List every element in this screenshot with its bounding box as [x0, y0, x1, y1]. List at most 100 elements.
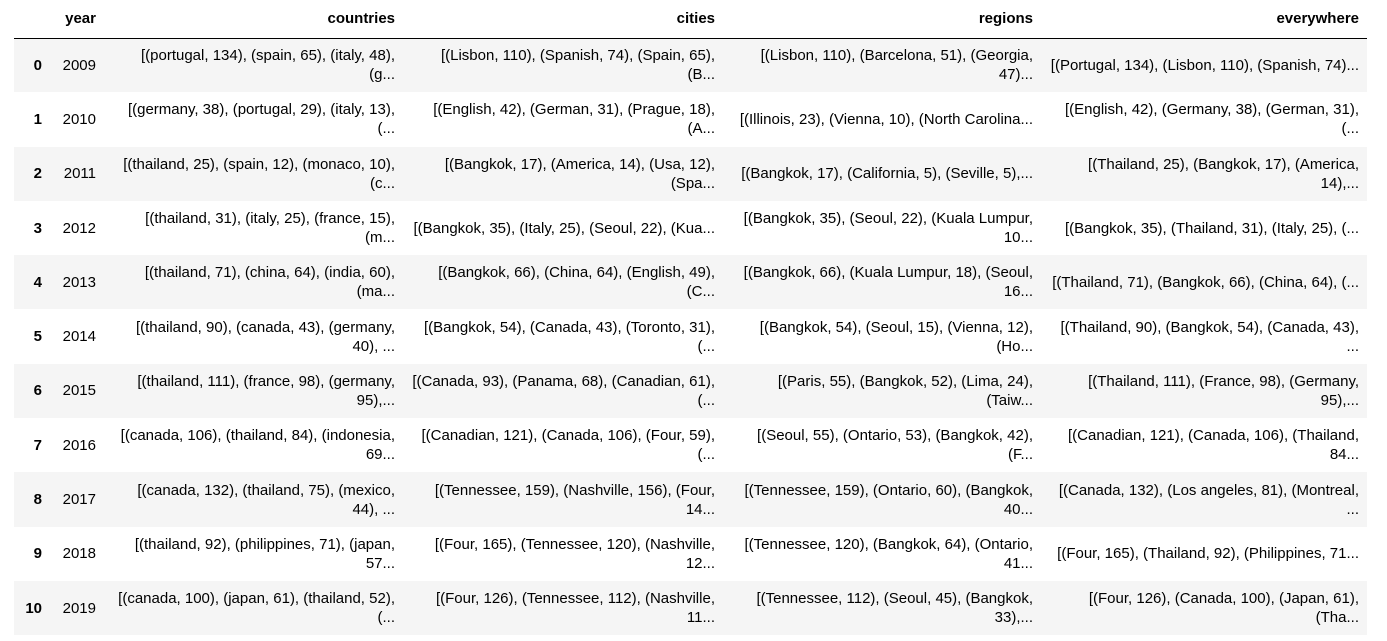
cell-regions-text: [(Illinois, 23), (Vienna, 10), (North Ca… — [739, 110, 1033, 128]
cell-year: 2009 — [62, 56, 96, 74]
dataframe-table: year countries cities regions everywhere… — [14, 0, 1367, 636]
header-year: year — [48, 0, 104, 39]
cell-cities-text: [(English, 42), (German, 31), (Prague, 1… — [433, 101, 715, 138]
row-index: 3 — [33, 219, 42, 237]
cell-cities: [(Lisbon, 110), (Spanish, 74), (Spain, 6… — [403, 38, 723, 92]
cell-everywhere-text: [(Thailand, 25), (Bangkok, 17), (America… — [1088, 155, 1359, 192]
cell-cities: [(Four, 165), (Tennessee, 120), (Nashvil… — [403, 527, 723, 581]
cell-countries-text: [(thailand, 111), (france, 98), (germany… — [137, 372, 395, 409]
table-row: 5 2014 [(thailand, 90), (canada, 43), (ger… — [14, 309, 1367, 364]
cell-countries-text: [(thailand, 31), (italy, 25), (france, 1… — [145, 210, 395, 247]
cell-regions: [(Bangkok, 54), (Seoul, 15), (Vienna, 12… — [723, 309, 1041, 363]
cell-everywhere: [(Canada, 132), (Los angeles, 81), (Mont… — [1041, 472, 1367, 526]
table-row: 1 2010 [(germany, 38), (portugal, 29), (it… — [14, 92, 1367, 147]
cell-year: 2017 — [62, 491, 96, 509]
row-index: 6 — [33, 382, 42, 400]
cell-cities-text: [(Bangkok, 54), (Canada, 43), (Toronto, … — [424, 318, 715, 355]
cell-cities-text: [(Canadian, 121), (Canada, 106), (Four, … — [421, 427, 716, 464]
row-index: 7 — [33, 436, 42, 454]
cell-everywhere: [(English, 42), (Germany, 38), (German, … — [1041, 92, 1367, 146]
cell-regions: [(Illinois, 23), (Vienna, 10), (North Ca… — [723, 92, 1041, 146]
cell-everywhere: [(Portugal, 134), (Lisbon, 110), (Spanis… — [1041, 38, 1367, 92]
cell-countries: [(canada, 100), (japan, 61), (thailand, … — [104, 581, 403, 635]
cell-cities: [(English, 42), (German, 31), (Prague, 1… — [403, 92, 723, 146]
cell-everywhere-text: [(Four, 126), (Canada, 100), (Japan, 61)… — [1088, 590, 1359, 627]
table-row: 4 2013 [(thailand, 71), (china, 64), (indi… — [14, 255, 1367, 310]
cell-countries: [(thailand, 25), (spain, 12), (monaco, 1… — [104, 147, 403, 201]
cell-countries-text: [(thailand, 90), (canada, 43), (germany,… — [135, 318, 395, 355]
cell-year: 2010 — [62, 110, 96, 128]
cell-countries: [(thailand, 31), (italy, 25), (france, 1… — [104, 201, 403, 255]
cell-year: 2013 — [62, 273, 96, 291]
cell-year: 2011 — [63, 165, 96, 183]
cell-regions: [(Tennessee, 112), (Seoul, 45), (Bangkok… — [723, 581, 1041, 635]
row-index: 0 — [33, 56, 42, 74]
cell-regions-text: [(Paris, 55), (Bangkok, 52), (Lima, 24),… — [777, 372, 1033, 409]
header-countries: countries — [104, 0, 403, 39]
table-row: 10 2019 [(canada, 100), (japan, 61), (thai… — [14, 580, 1367, 636]
cell-cities: [(Bangkok, 17), (America, 14), (Usa, 12)… — [403, 147, 723, 201]
cell-regions-text: [(Tennessee, 159), (Ontario, 60), (Bangk… — [744, 481, 1033, 518]
cell-regions-text: [(Tennessee, 112), (Seoul, 45), (Bangkok… — [756, 590, 1033, 627]
cell-countries: [(canada, 132), (thailand, 75), (mexico,… — [104, 472, 403, 526]
cell-regions: [(Lisbon, 110), (Barcelona, 51), (Georgi… — [723, 38, 1041, 92]
cell-cities-text: [(Bangkok, 66), (China, 64), (English, 4… — [438, 264, 715, 301]
cell-countries-text: [(canada, 106), (thailand, 84), (indones… — [120, 427, 395, 464]
cell-everywhere: [(Bangkok, 35), (Thailand, 31), (Italy, … — [1041, 201, 1367, 255]
cell-countries-text: [(thailand, 25), (spain, 12), (monaco, 1… — [123, 155, 395, 192]
row-index: 2 — [33, 165, 42, 183]
cell-everywhere-text: [(Portugal, 134), (Lisbon, 110), (Spanis… — [1050, 56, 1359, 74]
cell-everywhere-text: [(Bangkok, 35), (Thailand, 31), (Italy, … — [1064, 219, 1359, 237]
cell-cities: [(Bangkok, 66), (China, 64), (English, 4… — [403, 255, 723, 309]
cell-everywhere: [(Thailand, 71), (Bangkok, 66), (China, … — [1041, 255, 1367, 309]
cell-regions-text: [(Tennessee, 120), (Bangkok, 64), (Ontar… — [744, 535, 1033, 572]
header-row: year countries cities regions everywhere — [14, 0, 1367, 39]
header-regions: regions — [723, 0, 1041, 39]
cell-cities-text: [(Lisbon, 110), (Spanish, 74), (Spain, 6… — [440, 47, 715, 84]
table-row: 7 2016 [(canada, 106), (thailand, 84), (in… — [14, 418, 1367, 473]
cell-year: 2015 — [62, 382, 96, 400]
cell-everywhere-text: [(Thailand, 111), (France, 98), (Germany… — [1088, 372, 1359, 409]
table-row: 0 2009 [(portugal, 134), (spain, 65), (ita… — [14, 38, 1367, 93]
cell-regions-text: [(Seoul, 55), (Ontario, 53), (Bangkok, 4… — [757, 427, 1033, 464]
cell-everywhere-text: [(Thailand, 71), (Bangkok, 66), (China, … — [1052, 273, 1359, 291]
cell-cities: [(Bangkok, 35), (Italy, 25), (Seoul, 22)… — [403, 201, 723, 255]
cell-year: 2014 — [62, 328, 96, 346]
table-row: 8 2017 [(canada, 132), (thailand, 75), (me… — [14, 472, 1367, 527]
cell-everywhere-text: [(Four, 165), (Thailand, 92), (Philippin… — [1057, 545, 1359, 563]
row-index: 8 — [33, 491, 42, 509]
row-index: 9 — [33, 545, 42, 563]
cell-year: 2018 — [62, 545, 96, 563]
cell-regions: [(Bangkok, 35), (Seoul, 22), (Kuala Lump… — [723, 201, 1041, 255]
table-header: year countries cities regions everywhere — [14, 0, 1367, 39]
header-everywhere: everywhere — [1041, 0, 1367, 39]
table-body: 0 2009 [(portugal, 134), (spain, 65), (ita… — [14, 38, 1367, 636]
cell-countries: [(thailand, 111), (france, 98), (germany… — [104, 364, 403, 418]
cell-cities-text: [(Bangkok, 35), (Italy, 25), (Seoul, 22)… — [413, 219, 715, 237]
cell-regions-text: [(Bangkok, 66), (Kuala Lumpur, 18), (Seo… — [743, 264, 1033, 301]
cell-year: 2016 — [62, 436, 96, 454]
cell-countries-text: [(canada, 100), (japan, 61), (thailand, … — [118, 590, 395, 627]
row-index: 1 — [33, 110, 42, 128]
cell-cities-text: [(Four, 165), (Tennessee, 120), (Nashvil… — [434, 535, 715, 572]
header-index — [14, 0, 48, 39]
cell-countries-text: [(thailand, 92), (philippines, 71), (jap… — [134, 535, 395, 572]
cell-everywhere: [(Four, 165), (Thailand, 92), (Philippin… — [1041, 527, 1367, 581]
cell-cities-text: [(Tennessee, 159), (Nashville, 156), (Fo… — [434, 481, 715, 518]
cell-cities: [(Bangkok, 54), (Canada, 43), (Toronto, … — [403, 309, 723, 363]
cell-countries: [(thailand, 92), (philippines, 71), (jap… — [104, 527, 403, 581]
cell-regions: [(Bangkok, 66), (Kuala Lumpur, 18), (Seo… — [723, 255, 1041, 309]
row-index: 5 — [33, 328, 42, 346]
cell-year: 2019 — [62, 599, 96, 617]
row-index: 10 — [25, 599, 42, 617]
cell-cities: [(Four, 126), (Tennessee, 112), (Nashvil… — [403, 581, 723, 635]
cell-regions-text: [(Bangkok, 17), (California, 5), (Sevill… — [741, 165, 1033, 183]
cell-year: 2012 — [62, 219, 96, 237]
cell-countries-text: [(canada, 132), (thailand, 75), (mexico,… — [137, 481, 395, 518]
cell-regions: [(Tennessee, 120), (Bangkok, 64), (Ontar… — [723, 527, 1041, 581]
cell-regions-text: [(Bangkok, 35), (Seoul, 22), (Kuala Lump… — [743, 210, 1033, 247]
table-row: 9 2018 [(thailand, 92), (philippines, 71),… — [14, 526, 1367, 581]
cell-cities: [(Canada, 93), (Panama, 68), (Canadian, … — [403, 364, 723, 418]
cell-regions-text: [(Bangkok, 54), (Seoul, 15), (Vienna, 12… — [759, 318, 1033, 355]
cell-everywhere-text: [(Thailand, 90), (Bangkok, 54), (Canada,… — [1060, 318, 1360, 355]
